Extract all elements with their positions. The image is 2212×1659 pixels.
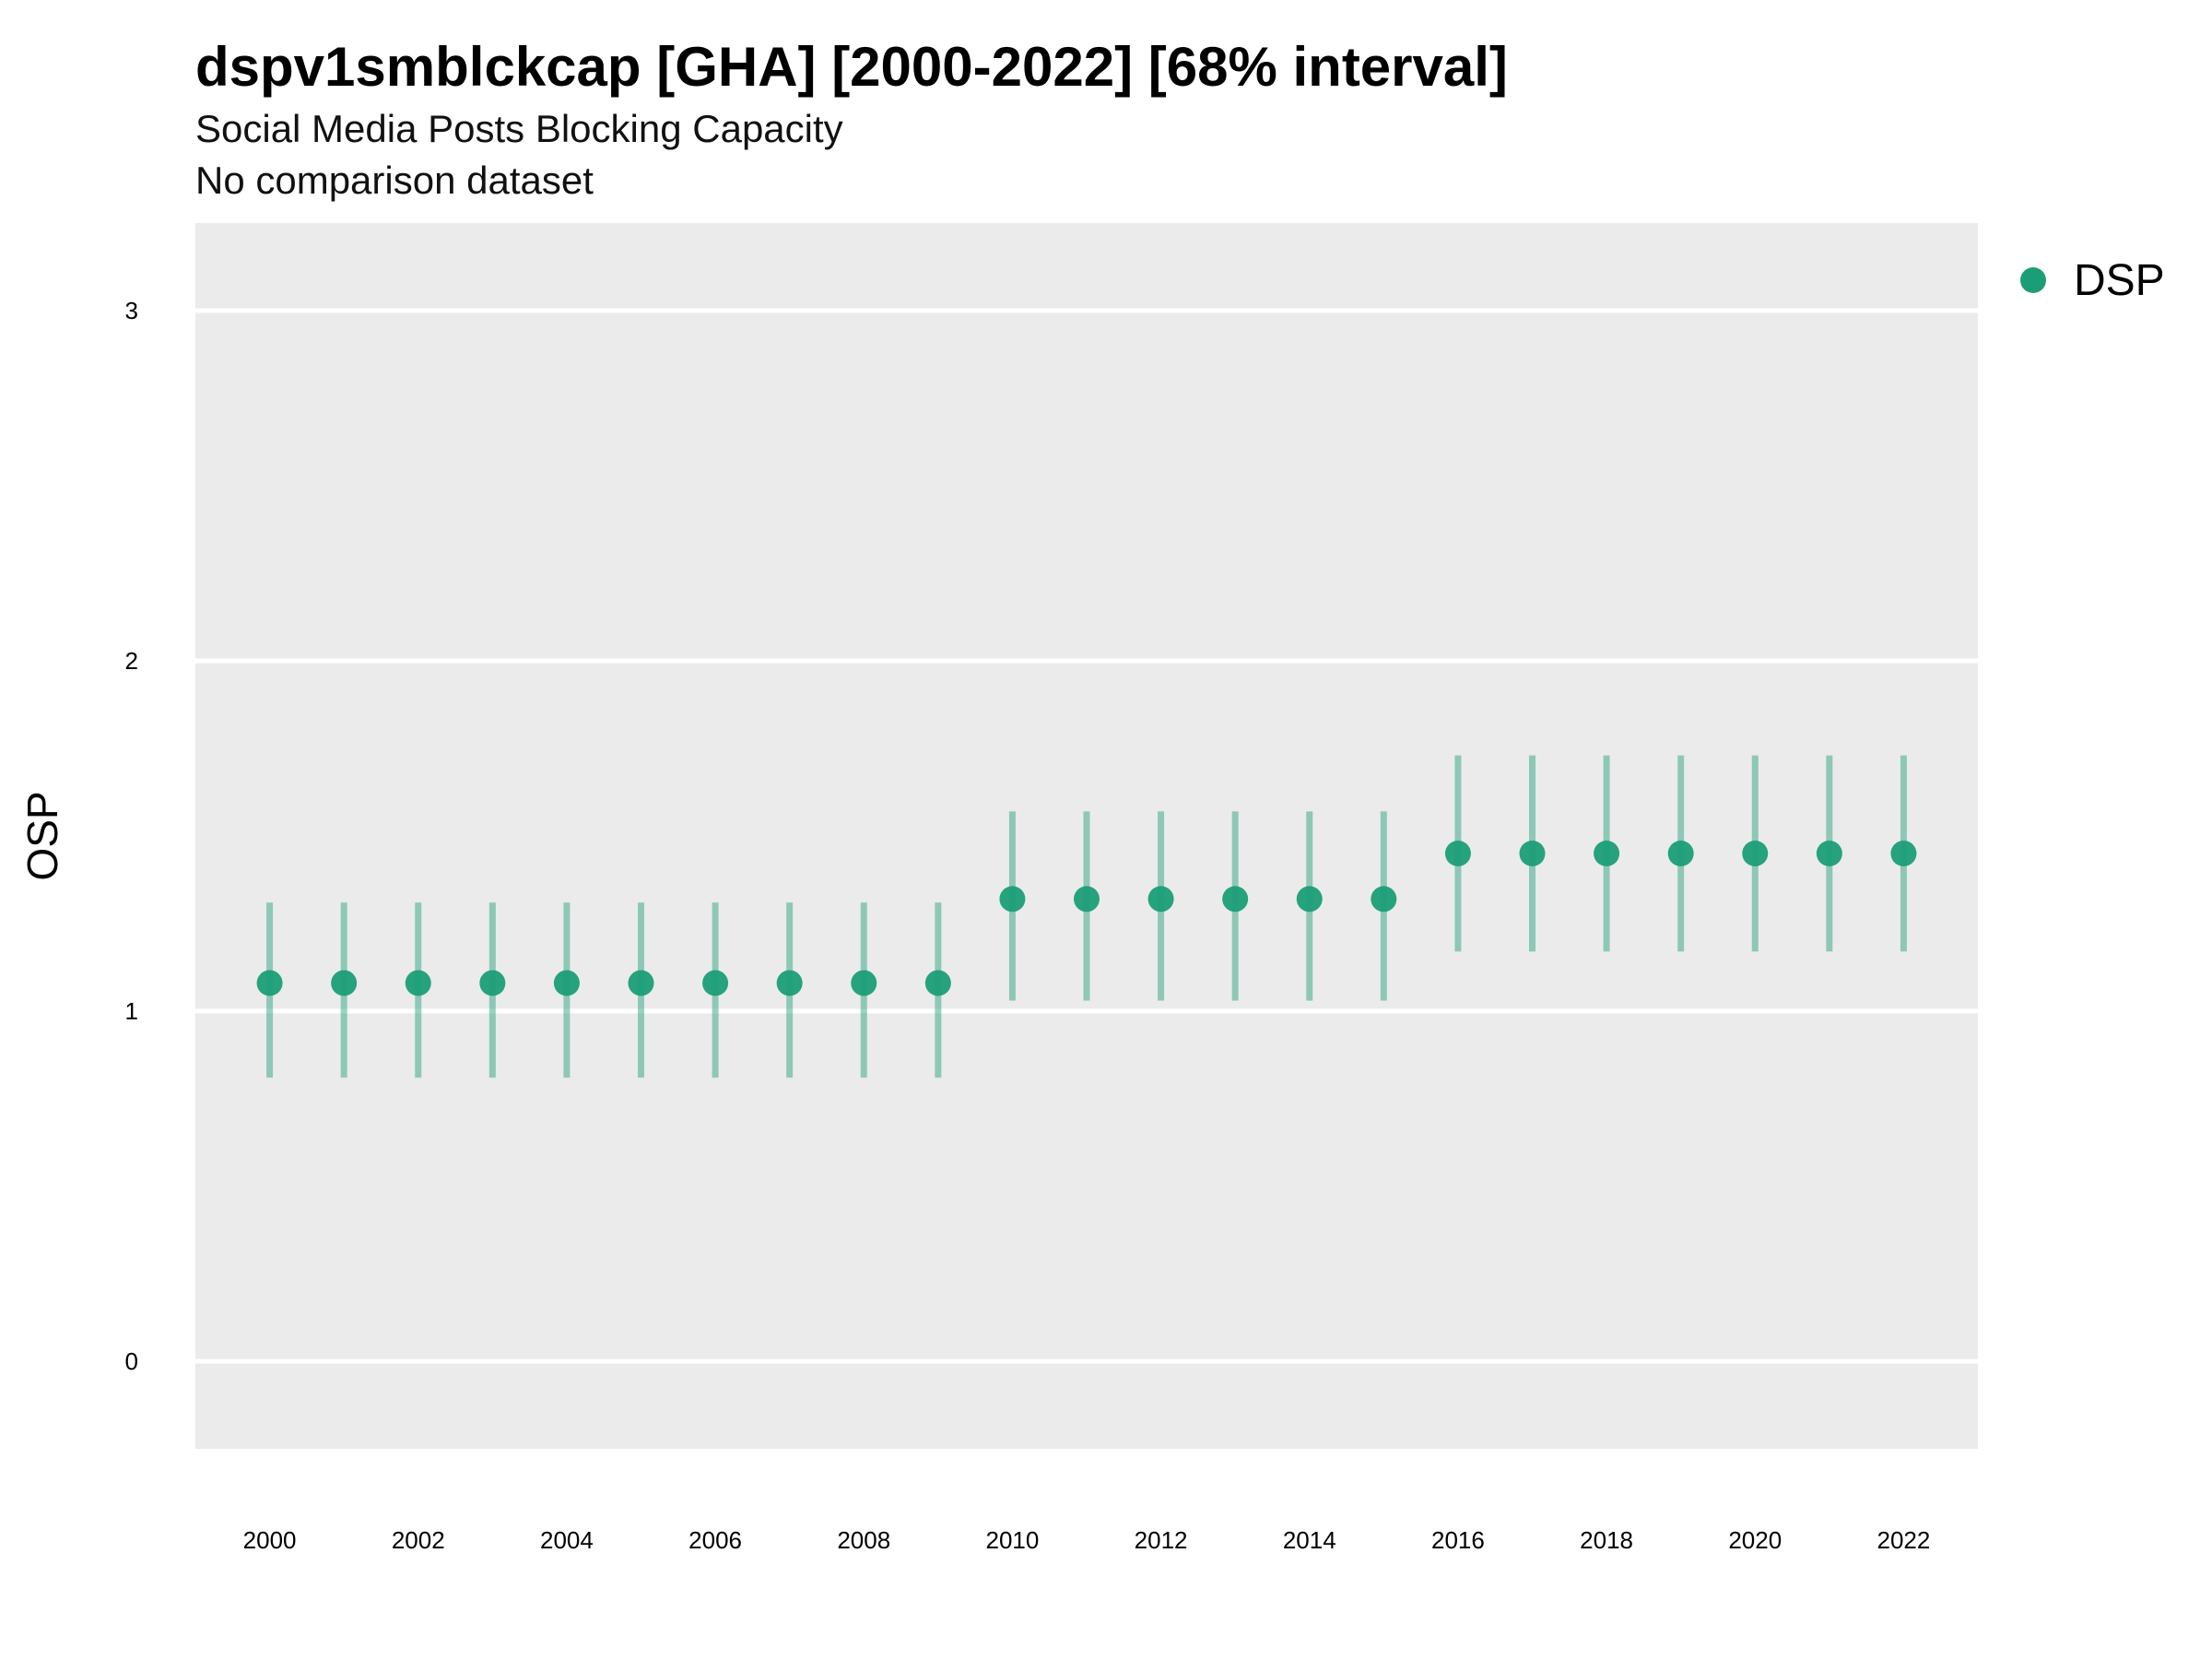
x-tick-label-2020: 2020: [1728, 1526, 1782, 1554]
x-tick-label-2012: 2012: [1135, 1526, 1188, 1554]
x-tick-label-2000: 2000: [243, 1526, 297, 1554]
data-point-2010: [999, 886, 1026, 912]
data-point-2003: [479, 970, 506, 996]
x-tick-label-2014: 2014: [1283, 1526, 1336, 1554]
chart-title: dspv1smblckcap [GHA] [2000-2022] [68% in…: [195, 36, 1508, 98]
data-point-2012: [1147, 886, 1174, 912]
data-point-2022: [1890, 841, 1917, 866]
x-tick-label-2010: 2010: [985, 1526, 1039, 1554]
legend-label-dsp: DSP: [2074, 256, 2165, 305]
data-point-2011: [1074, 886, 1100, 912]
chart-comparison-note: No comparison dataset: [195, 159, 594, 202]
y-tick-label-1: 1: [125, 997, 138, 1025]
x-tick-label-2008: 2008: [837, 1526, 890, 1554]
x-tick-label-2016: 2016: [1431, 1526, 1485, 1554]
x-tick-label-2018: 2018: [1580, 1526, 1633, 1554]
y-tick-label-3: 3: [125, 297, 138, 324]
data-point-2015: [1371, 886, 1397, 912]
data-point-2021: [1816, 841, 1842, 866]
data-point-2008: [851, 970, 877, 996]
x-tick-label-2006: 2006: [688, 1526, 742, 1554]
data-point-2018: [1594, 841, 1620, 866]
x-axis-ticks: 2000 2002 2004 2006 2008 2010 2012 2014 2016 2018…: [243, 1526, 1931, 1554]
chart-subtitle: Social Media Posts Blocking Capacity: [195, 107, 843, 150]
data-point-2002: [405, 970, 431, 996]
data-point-2004: [553, 970, 580, 996]
plot-panel: [195, 223, 1978, 1449]
x-tick-label-2022: 2022: [1877, 1526, 1930, 1554]
data-point-2001: [331, 970, 358, 996]
data-point-2005: [628, 970, 654, 996]
data-point-2019: [1667, 841, 1694, 866]
data-point-2014: [1296, 886, 1323, 912]
data-point-2006: [702, 970, 729, 996]
data-point-2000: [256, 970, 283, 996]
x-tick-label-2002: 2002: [392, 1526, 445, 1554]
legend-marker-dsp: [2020, 267, 2046, 293]
data-point-2013: [1222, 886, 1249, 912]
data-point-2009: [924, 970, 951, 996]
y-tick-label-0: 0: [125, 1347, 138, 1375]
data-points: [256, 841, 1917, 996]
legend: DSP: [2020, 256, 2165, 305]
data-point-2017: [1519, 841, 1546, 866]
x-tick-label-2004: 2004: [540, 1526, 594, 1554]
y-axis-label: OSP: [18, 791, 66, 880]
data-point-2020: [1742, 841, 1769, 866]
grid-lines: [195, 308, 1978, 1364]
y-axis-ticks: 0 1 2 3: [125, 297, 138, 1375]
y-tick-label-2: 2: [125, 647, 138, 675]
data-point-2007: [776, 970, 803, 996]
data-point-2016: [1444, 841, 1471, 866]
